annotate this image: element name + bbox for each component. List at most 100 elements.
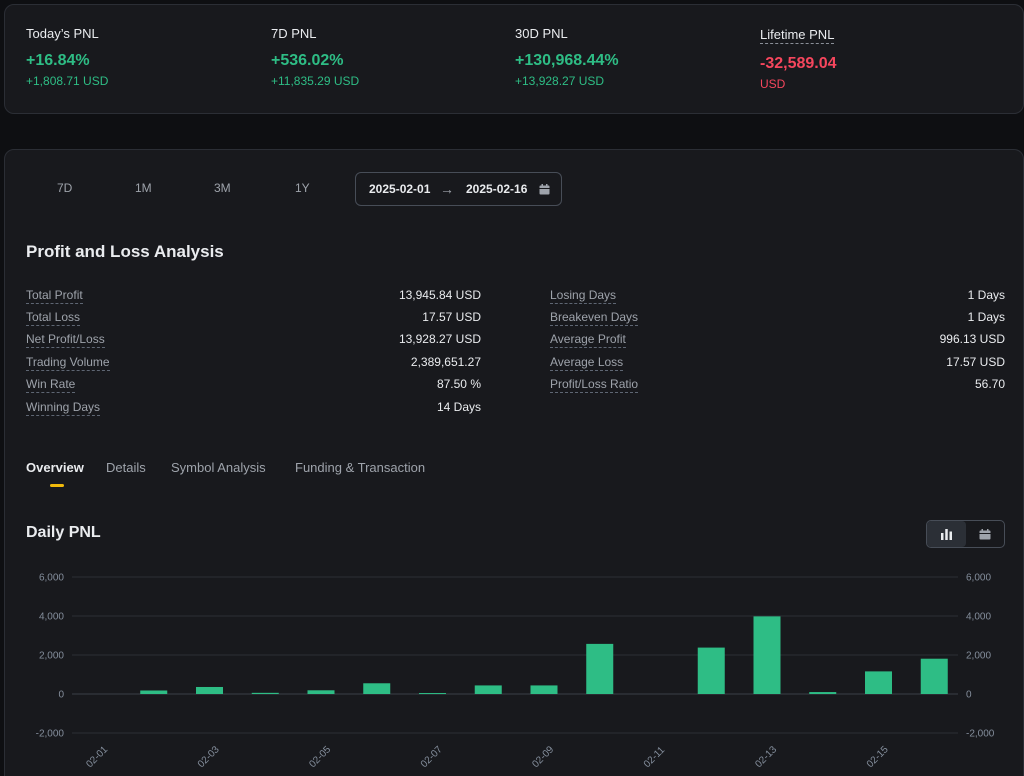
profit-loss-analysis-title: Profit and Loss Analysis xyxy=(26,242,224,261)
end-date[interactable]: 2025-02-16 xyxy=(466,182,528,196)
y-tick-label-right: 6,000 xyxy=(966,573,991,584)
30d-pnl-block: 30D PNL +130,968.44% +13,928.27 USD xyxy=(515,26,619,88)
x-tick-label: 02-05 xyxy=(307,744,333,770)
stat-row-total-profit: Total Profit 13,945.84 USD xyxy=(26,287,481,305)
stat-row-losing-days: Losing Days 1 Days xyxy=(550,287,1005,305)
lifetime-pnl-unit: USD xyxy=(760,77,786,91)
todays-pnl-value: +16.84% xyxy=(26,52,90,69)
stat-label[interactable]: Win Rate xyxy=(26,377,76,393)
bar-02-14[interactable] xyxy=(809,692,837,694)
bar-02-08[interactable] xyxy=(474,685,502,694)
stat-value: 17.57 USD xyxy=(946,355,1005,369)
stat-value: 996.13 USD xyxy=(939,332,1005,346)
stat-label[interactable]: Total Profit xyxy=(26,288,83,304)
x-tick-label: 02-03 xyxy=(196,744,222,770)
stat-label[interactable]: Winning Days xyxy=(26,400,101,416)
tab-details[interactable]: Details xyxy=(106,460,146,475)
calendar-icon[interactable] xyxy=(539,184,550,195)
todays-pnl-block: Today’s PNL +16.84% +1,808.71 USD xyxy=(26,26,108,88)
x-tick-label: 02-09 xyxy=(530,744,556,770)
todays-pnl-usd: +1,808.71 USD xyxy=(26,74,109,88)
stat-row-total-loss: Total Loss 17.57 USD xyxy=(26,309,481,327)
active-tab-indicator xyxy=(50,484,64,487)
arrow-right-icon: → xyxy=(440,181,454,197)
bar-02-10[interactable] xyxy=(586,643,614,694)
bar-02-15[interactable] xyxy=(865,671,892,694)
stat-label[interactable]: Losing Days xyxy=(550,288,617,304)
y-tick-label-left: 6,000 xyxy=(39,573,64,584)
7d-pnl-usd: +11,835.29 USD xyxy=(271,74,360,88)
stat-label[interactable]: Profit/Loss Ratio xyxy=(550,377,639,393)
stat-label[interactable]: Total Loss xyxy=(26,310,81,326)
7d-pnl-label: 7D PNL xyxy=(271,26,317,41)
daily-pnl-title: Daily PNL xyxy=(26,524,101,541)
bar-02-02[interactable] xyxy=(140,690,168,694)
30d-pnl-usd: +13,928.27 USD xyxy=(515,74,605,88)
stat-value: 1 Days xyxy=(967,288,1005,302)
stat-label[interactable]: Average Loss xyxy=(550,355,624,371)
bar-02-05[interactable] xyxy=(307,690,335,694)
range-button-7d[interactable]: 7D xyxy=(57,181,73,195)
bar-02-09[interactable] xyxy=(530,685,558,694)
bar-02-12[interactable] xyxy=(697,647,725,694)
tab-funding-transaction[interactable]: Funding & Transaction xyxy=(295,460,426,475)
tab-symbol-analysis[interactable]: Symbol Analysis xyxy=(171,460,266,475)
bar-chart-icon[interactable] xyxy=(927,521,966,547)
start-date[interactable]: 2025-02-01 xyxy=(369,182,431,196)
stat-label[interactable]: Trading Volume xyxy=(26,355,110,371)
stat-row-average-profit: Average Profit 996.13 USD xyxy=(550,331,1005,349)
lifetime-pnl-block: Lifetime PNL -32,589.04 USD xyxy=(760,26,837,91)
todays-pnl-label: Today’s PNL xyxy=(26,26,99,41)
x-tick-label: 02-01 xyxy=(84,744,110,770)
x-tick-label: 02-07 xyxy=(419,744,445,770)
lifetime-pnl-value: -32,589.04 xyxy=(760,55,837,72)
x-tick-label: 02-15 xyxy=(865,744,891,770)
range-button-1m[interactable]: 1M xyxy=(135,181,152,195)
stat-value: 56.70 xyxy=(974,377,1005,391)
y-tick-label-left: 2,000 xyxy=(39,651,64,662)
y-tick-label-right: 2,000 xyxy=(966,651,991,662)
stat-label[interactable]: Net Profit/Loss xyxy=(26,332,105,348)
stat-row-net-profit-loss: Net Profit/Loss 13,928.27 USD xyxy=(26,331,481,349)
7d-pnl-block: 7D PNL +536.02% +11,835.29 USD xyxy=(271,26,359,88)
y-tick-label-right: 4,000 xyxy=(966,612,991,623)
stat-value: 14 Days xyxy=(436,400,481,414)
range-button-1y[interactable]: 1Y xyxy=(295,181,310,195)
range-button-3m[interactable]: 3M xyxy=(214,181,231,195)
bar-02-06[interactable] xyxy=(363,683,391,694)
stat-value: 87.50 % xyxy=(436,377,481,391)
stat-row-trading-volume: Trading Volume 2,389,651.27 xyxy=(26,354,481,372)
x-tick-label: 02-11 xyxy=(642,744,668,770)
stat-row-average-loss: Average Loss 17.57 USD xyxy=(550,354,1005,372)
stat-label[interactable]: Average Profit xyxy=(550,332,626,348)
stat-row-breakeven-days: Breakeven Days 1 Days xyxy=(550,309,1005,327)
bar-02-07[interactable] xyxy=(419,693,446,695)
stat-value: 1 Days xyxy=(967,310,1005,324)
stat-row-win-rate: Win Rate 87.50 % xyxy=(26,376,481,394)
y-tick-label-right: 0 xyxy=(966,690,972,701)
bar-02-04[interactable] xyxy=(251,692,279,694)
date-range-picker[interactable]: 2025-02-01 → 2025-02-16 xyxy=(355,172,562,206)
calendar-icon[interactable] xyxy=(966,521,1005,547)
stat-value: 13,928.27 USD xyxy=(398,332,481,346)
chart-view-toggle[interactable] xyxy=(926,520,1005,548)
bar-02-13[interactable] xyxy=(753,616,781,694)
stat-label[interactable]: Breakeven Days xyxy=(550,310,639,326)
stat-row-profit-loss-ratio: Profit/Loss Ratio 56.70 xyxy=(550,376,1005,394)
7d-pnl-value: +536.02% xyxy=(271,52,344,69)
stat-value: 13,945.84 USD xyxy=(398,288,481,302)
tab-overview[interactable]: Overview xyxy=(26,460,84,475)
y-tick-label-left: 0 xyxy=(58,690,64,701)
y-tick-label-left: -2,000 xyxy=(36,729,65,740)
stat-value: 17.57 USD xyxy=(422,310,481,324)
bar-02-03[interactable] xyxy=(196,686,223,694)
y-tick-label-right: -2,000 xyxy=(966,729,995,740)
pnl-analysis-card: 7D 1M 3M 1Y 2025-02-01 → 2025-02-16 Prof… xyxy=(4,149,1024,776)
pnl-summary-card: Today’s PNL +16.84% +1,808.71 USD 7D PNL… xyxy=(4,4,1024,114)
30d-pnl-value: +130,968.44% xyxy=(515,52,619,69)
30d-pnl-label: 30D PNL xyxy=(515,26,568,41)
stat-value: 2,389,651.27 xyxy=(410,355,481,369)
lifetime-pnl-label[interactable]: Lifetime PNL xyxy=(760,27,835,44)
bar-02-16[interactable] xyxy=(920,658,948,694)
y-tick-label-left: 4,000 xyxy=(39,612,64,623)
